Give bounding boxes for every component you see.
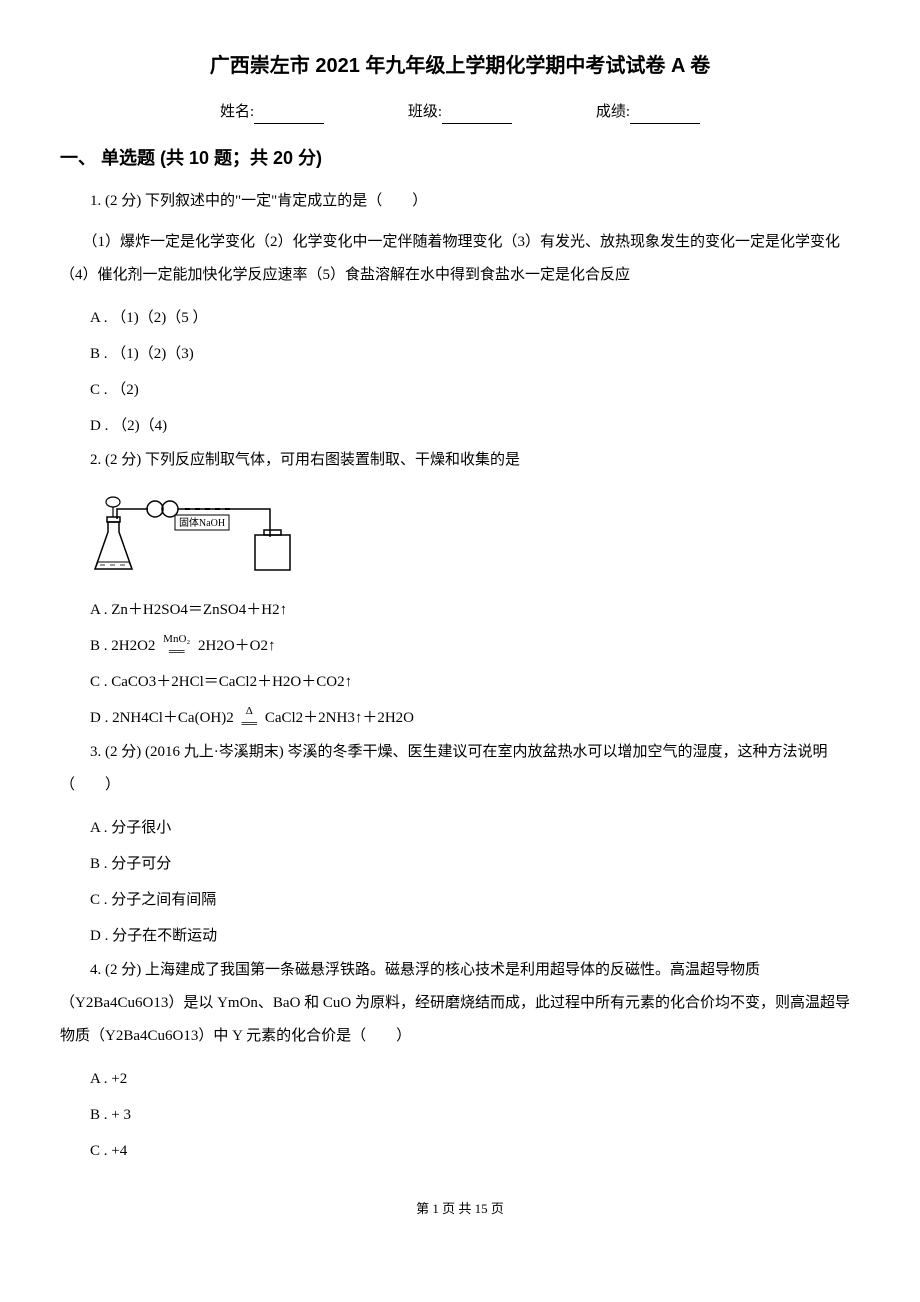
q2-option-c: C . CaCO3＋2HCl＝CaCl2＋H2O＋CO2↑ (90, 664, 860, 700)
q2-option-a: A . Zn＋H2SO4＝ZnSO4＋H2↑ (90, 592, 860, 628)
q2-b-pre: B . 2H2O2 (90, 638, 155, 654)
q1-option-a: A . （1)（2)（5 ） (90, 300, 860, 336)
exam-title: 广西崇左市 2021 年九年级上学期化学期中考试试卷 A 卷 (60, 50, 860, 82)
q1-option-d: D . （2)（4) (90, 408, 860, 444)
apparatus-label: 固体NaOH (179, 517, 225, 529)
name-label: 姓名: (220, 104, 254, 120)
section-header: 一、 单选题 (共 10 题；共 20 分) (60, 144, 860, 173)
equals-icon: ══ (163, 647, 190, 658)
score-label: 成绩: (596, 104, 630, 120)
info-line: 姓名: 班级: 成绩: (60, 100, 860, 124)
q2-d-post: CaCl2＋2NH3↑＋2H2O (265, 710, 414, 726)
class-blank (442, 106, 512, 124)
q4-option-c: C . +4 (90, 1133, 860, 1169)
q3-option-d: D . 分子在不断运动 (90, 918, 860, 954)
q2-option-b: B . 2H2O2 MnO₂ ══ 2H2O＋O2↑ (90, 628, 860, 664)
name-blank (254, 106, 324, 124)
page-footer: 第 1 页 共 15 页 (60, 1199, 860, 1220)
q3-option-a: A . 分子很小 (90, 810, 860, 846)
equals-icon: ══ (242, 719, 258, 730)
catalyst-label: MnO₂ (163, 634, 190, 645)
catalyst-mno2: MnO₂ ══ (163, 634, 190, 658)
apparatus-diagram: 固体NaOH (90, 487, 860, 582)
q2-d-pre: D . 2NH4Cl＋Ca(OH)2 (90, 710, 234, 726)
q4-stem: 4. (2 分) 上海建成了我国第一条磁悬浮铁路。磁悬浮的核心技术是利用超导体的… (60, 954, 860, 1053)
q3-option-b: B . 分子可分 (90, 846, 860, 882)
q1-detail-text: （1）爆炸一定是化学变化（2）化学变化中一定伴随着物理变化（3）有发光、放热现象… (60, 234, 840, 283)
q3-stem: 3. (2 分) (2016 九上·岑溪期末) 岑溪的冬季干燥、医生建议可在室内… (60, 736, 860, 802)
q2-b-post: 2H2O＋O2↑ (198, 638, 276, 654)
q3-stem-text: 3. (2 分) (2016 九上·岑溪期末) 岑溪的冬季干燥、医生建议可在室内… (60, 744, 828, 793)
q1-option-c: C . （2) (90, 372, 860, 408)
q4-stem-text: 4. (2 分) 上海建成了我国第一条磁悬浮铁路。磁悬浮的核心技术是利用超导体的… (60, 962, 850, 1044)
q3-option-c: C . 分子之间有间隔 (90, 882, 860, 918)
q1-detail: （1）爆炸一定是化学变化（2）化学变化中一定伴随着物理变化（3）有发光、放热现象… (60, 226, 860, 292)
q4-option-b: B . + 3 (90, 1097, 860, 1133)
delta-label: Δ (242, 706, 258, 717)
q4-option-a: A . +2 (90, 1061, 860, 1097)
name-field: 姓名: (220, 100, 324, 124)
q1-stem: 1. (2 分) 下列叙述中的"一定"肯定成立的是（ ） (60, 185, 860, 218)
class-field: 班级: (408, 100, 512, 124)
q2-stem: 2. (2 分) 下列反应制取气体，可用右图装置制取、干燥和收集的是 (60, 444, 860, 477)
catalyst-delta: Δ ══ (242, 706, 258, 730)
score-blank (630, 106, 700, 124)
score-field: 成绩: (596, 100, 700, 124)
q1-option-b: B . （1)（2)（3) (90, 336, 860, 372)
q2-option-d: D . 2NH4Cl＋Ca(OH)2 Δ ══ CaCl2＋2NH3↑＋2H2O (90, 700, 860, 736)
class-label: 班级: (408, 104, 442, 120)
